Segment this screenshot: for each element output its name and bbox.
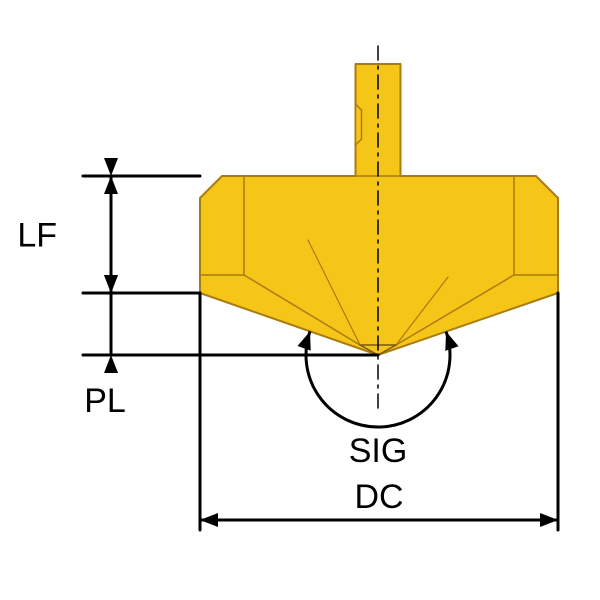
- technical-diagram: LF PL SIG DC: [0, 0, 600, 600]
- label-dc: DC: [354, 478, 403, 516]
- label-pl: PL: [84, 382, 126, 420]
- label-lf: LF: [17, 217, 57, 255]
- label-sig: SIG: [349, 432, 408, 470]
- tool-body: [200, 64, 558, 355]
